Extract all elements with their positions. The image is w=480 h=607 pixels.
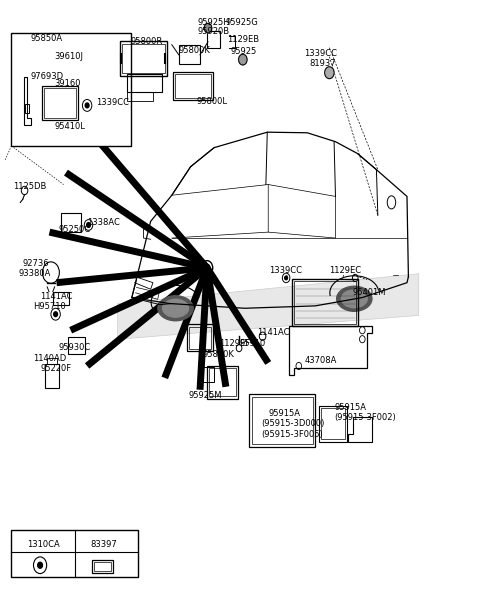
Text: 1310CA: 1310CA xyxy=(27,540,60,549)
Text: 95930C: 95930C xyxy=(59,343,91,352)
Text: 95925H: 95925H xyxy=(198,18,230,27)
Circle shape xyxy=(285,276,288,280)
Bar xyxy=(42,86,78,120)
Bar xyxy=(92,560,113,573)
Bar xyxy=(24,104,29,113)
Text: (95915-3F005): (95915-3F005) xyxy=(261,430,323,439)
Circle shape xyxy=(38,562,42,568)
Text: (95915-3D000): (95915-3D000) xyxy=(261,419,324,428)
Bar xyxy=(187,324,213,351)
Text: 1339CC: 1339CC xyxy=(96,98,130,107)
Text: (95915-3F002): (95915-3F002) xyxy=(334,413,396,422)
Bar xyxy=(252,397,313,444)
Bar xyxy=(47,358,57,364)
Text: 95220F: 95220F xyxy=(40,364,71,373)
Text: 93380A: 93380A xyxy=(19,269,51,277)
Text: 95910: 95910 xyxy=(240,339,266,348)
Text: 95925G: 95925G xyxy=(226,18,259,27)
Text: 95850A: 95850A xyxy=(31,34,63,43)
Text: 95810K: 95810K xyxy=(203,350,234,359)
Circle shape xyxy=(87,223,90,228)
Bar xyxy=(53,291,69,305)
Text: 43708A: 43708A xyxy=(305,356,337,365)
Text: 97693D: 97693D xyxy=(31,72,64,81)
Text: 39610J: 39610J xyxy=(54,52,83,61)
Circle shape xyxy=(204,264,210,271)
Circle shape xyxy=(324,67,334,79)
Bar xyxy=(173,72,213,100)
Bar xyxy=(189,327,211,348)
Polygon shape xyxy=(118,274,419,339)
Text: 95401M: 95401M xyxy=(353,288,386,297)
Text: 95925: 95925 xyxy=(230,47,257,56)
Text: 1129EC: 1129EC xyxy=(329,266,361,276)
Bar xyxy=(292,279,358,326)
Text: 1338AC: 1338AC xyxy=(87,217,120,226)
Text: 1125DB: 1125DB xyxy=(13,182,47,191)
Bar xyxy=(319,406,347,441)
Text: 95800L: 95800L xyxy=(197,97,228,106)
Text: 1339CC: 1339CC xyxy=(304,49,337,58)
Text: 39160: 39160 xyxy=(54,80,81,89)
Ellipse shape xyxy=(336,287,372,311)
Bar xyxy=(12,529,138,577)
Bar xyxy=(12,33,132,146)
Bar xyxy=(61,213,81,232)
Text: H95710: H95710 xyxy=(33,302,66,311)
Circle shape xyxy=(239,54,247,65)
Circle shape xyxy=(204,23,212,33)
Bar xyxy=(179,46,200,64)
Text: 95915A: 95915A xyxy=(268,409,300,418)
Circle shape xyxy=(54,312,58,317)
Text: 95925M: 95925M xyxy=(188,391,222,400)
Ellipse shape xyxy=(158,296,193,320)
Bar xyxy=(250,394,315,447)
Bar xyxy=(122,44,165,73)
Bar xyxy=(127,75,162,92)
Text: 95410L: 95410L xyxy=(54,123,85,131)
Ellipse shape xyxy=(341,290,367,308)
Text: 1129EB: 1129EB xyxy=(228,35,259,44)
Text: 95800K: 95800K xyxy=(179,46,211,55)
Bar xyxy=(207,31,220,48)
Bar xyxy=(207,366,238,399)
Text: 95800R: 95800R xyxy=(131,37,163,46)
Bar xyxy=(68,337,85,354)
Text: 1129EF: 1129EF xyxy=(219,339,251,348)
Bar xyxy=(294,281,356,324)
Text: 1141AC: 1141AC xyxy=(257,328,290,336)
Circle shape xyxy=(85,103,89,108)
Text: 95915A: 95915A xyxy=(334,403,366,412)
Bar xyxy=(321,408,346,439)
Text: 83397: 83397 xyxy=(90,540,117,549)
Bar xyxy=(44,88,76,118)
Text: 92736: 92736 xyxy=(23,259,49,268)
Ellipse shape xyxy=(163,299,189,317)
Bar xyxy=(120,41,167,76)
Bar xyxy=(94,562,111,571)
Bar xyxy=(209,368,236,396)
Text: 95920B: 95920B xyxy=(198,27,230,36)
Text: 81937: 81937 xyxy=(310,59,336,67)
Bar xyxy=(175,74,211,98)
Bar xyxy=(200,367,214,382)
Text: 1339CC: 1339CC xyxy=(269,266,302,276)
Bar xyxy=(127,92,153,101)
Text: 1141AC: 1141AC xyxy=(40,292,72,301)
Text: 1140AD: 1140AD xyxy=(33,354,66,363)
Bar xyxy=(45,364,59,388)
Text: 95250C: 95250C xyxy=(59,225,91,234)
